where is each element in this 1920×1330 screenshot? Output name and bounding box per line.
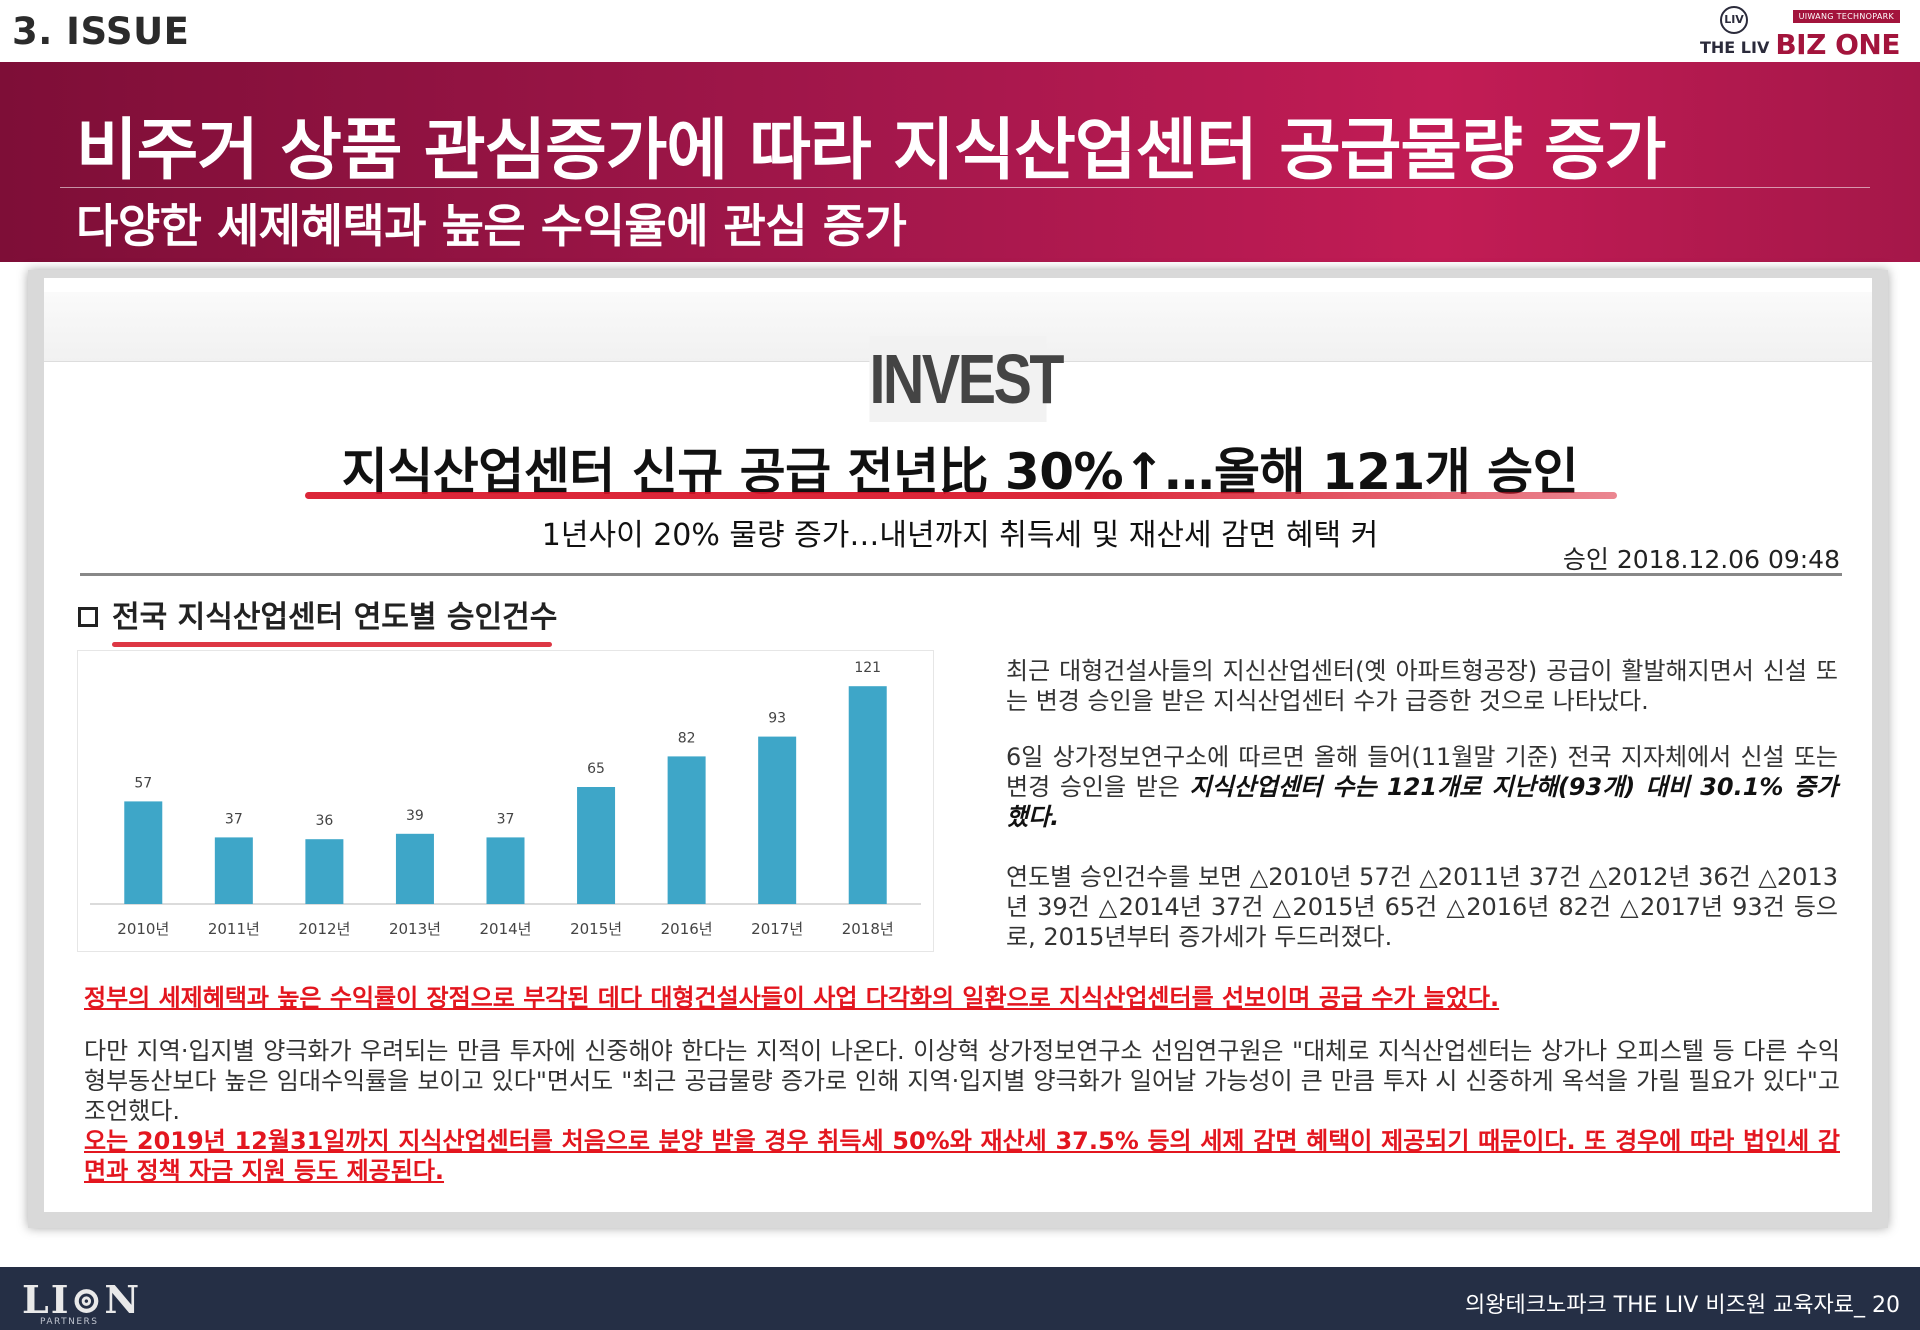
chart-data-label: 39 (406, 808, 424, 824)
chart-data-label: 82 (678, 730, 696, 746)
page-title: 비주거 상품 관심증가에 따라 지식산업센터 공급물량 증가 (76, 111, 1666, 189)
chart-tick-label: 2015년 (570, 920, 622, 938)
logo-tag: UIWANG TECHNOPARK (1792, 10, 1900, 23)
article-divider (80, 573, 1842, 576)
section-label: 3. ISSUE (12, 10, 190, 53)
top-bar: 3. ISSUE LIV UIWANG TECHNOPARK THE LIV B… (0, 0, 1920, 62)
chart-tick-label: 2017년 (751, 920, 803, 938)
chart-tick-label: 2011년 (208, 920, 260, 938)
article-paragraph-1: 최근 대형건설사들의 지신산업센터(옛 아파트형공장) 공급이 활발해지면서 신… (1006, 657, 1838, 715)
publisher-logo: INVEST (869, 336, 1064, 422)
chart-box-title-text: 전국 지식산업센터 연도별 승인건수 (112, 600, 558, 635)
chart-data-label: 121 (854, 660, 881, 676)
logo-biz-one: BIZ ONE (1775, 28, 1900, 61)
liv-mark-icon: LIV (1720, 6, 1748, 34)
chart-data-label: 37 (497, 811, 515, 827)
chart-bar-2012년 (305, 839, 344, 904)
article-subheadline: 1년사이 20% 물량 증가…내년까지 취득세 및 재산세 감면 혜택 커 (541, 518, 1379, 553)
highlight-paragraph: 오는 2019년 12월31일까지 지식산업센터를 처음으로 분양 받을 경우 … (84, 1127, 1840, 1185)
chart-data-label: 65 (587, 761, 605, 777)
chart-data-label: 93 (768, 711, 786, 727)
chart-bar-2011년 (214, 837, 253, 904)
lion-logo: LI⊚N (22, 1277, 142, 1322)
headline-underline (305, 492, 1617, 499)
approvals-bar-chart: 57 2010년 37 2011년 36 2012년 39 2013년 37 2014년 65 201… (77, 650, 934, 952)
chart-bar-2017년 (758, 736, 797, 904)
page-subtitle: 다양한 세제혜택과 높은 수익율에 관심 증가 (76, 199, 907, 253)
footer: LI⊚N PARTNERS 의왕테크노파크 THE LIV 비즈원 교육자료_ … (0, 1267, 1920, 1330)
article-paragraph-3: 연도별 승인건수를 보면 △2010년 57건 △2011년 37건 △2012… (1006, 863, 1838, 951)
article-dateline: 승인 2018.12.06 09:48 (1562, 545, 1840, 574)
article-paragraph-2: 6일 상가정보연구소에 따르면 올해 들어(11월말 기준) 전국 지자체에서 … (1006, 742, 1838, 832)
chart-box-title: 전국 지식산업센터 연도별 승인건수 (78, 592, 557, 636)
chart-tick-label: 2012년 (298, 920, 350, 938)
chart-tick-label: 2014년 (480, 920, 532, 938)
chart-data-label: 57 (134, 775, 152, 791)
chart-tick-label: 2010년 (117, 920, 169, 938)
lion-partners-label: PARTNERS (40, 1317, 99, 1327)
chart-bar-2016년 (667, 756, 706, 904)
brand-logo: LIV UIWANG TECHNOPARK THE LIV BIZ ONE (1700, 4, 1900, 61)
chart-bar-2013년 (395, 833, 434, 904)
article-paragraph-4: 다만 지역·입지별 양극화가 우려되는 만큼 투자에 신중해야 한다는 지적이 … (84, 1037, 1840, 1125)
box-title-underline (112, 642, 552, 647)
chart-bar-2010년 (124, 801, 163, 904)
article-frame (28, 270, 1888, 1228)
chart-tick-label: 2018년 (842, 920, 894, 938)
title-banner: 비주거 상품 관심증가에 따라 지식산업센터 공급물량 증가 다양한 세제혜택과… (0, 62, 1920, 262)
footer-page-info: 의왕테크노파크 THE LIV 비즈원 교육자료_ 20 (1465, 1293, 1900, 1318)
para2-emphasis: 지식산업센터 수는 121개로 지난해(93개) 대비 30.1% 증가했다. (1006, 773, 1838, 831)
chart-bar-2015년 (577, 787, 616, 904)
checkbox-square-icon (78, 607, 98, 627)
para2-plain: 6일 상가정보연구소에 따르면 올해 들어(11월말 기준) 전국 지자체에서 … (1006, 743, 1838, 801)
chart-bar-2014년 (486, 837, 525, 904)
chart-data-label: 36 (315, 813, 333, 829)
chart-tick-label: 2016년 (661, 920, 713, 938)
chart-bar-2018년 (848, 686, 887, 904)
chart-data-label: 37 (225, 811, 243, 827)
highlight-sentence: 정부의 세제혜택과 높은 수익률이 장점으로 부각된 데다 대형건설사들이 사업… (84, 984, 1500, 1012)
banner-divider (60, 187, 1870, 188)
logo-the-liv: THE LIV (1700, 38, 1770, 57)
chart-svg: 57 2010년 37 2011년 36 2012년 39 2013년 37 2014년 65 201… (90, 660, 921, 938)
chart-tick-label: 2013년 (389, 920, 441, 938)
article-headline: 지식산업센터 신규 공급 전년比 30%↑…올해 121개 승인 (341, 443, 1579, 501)
